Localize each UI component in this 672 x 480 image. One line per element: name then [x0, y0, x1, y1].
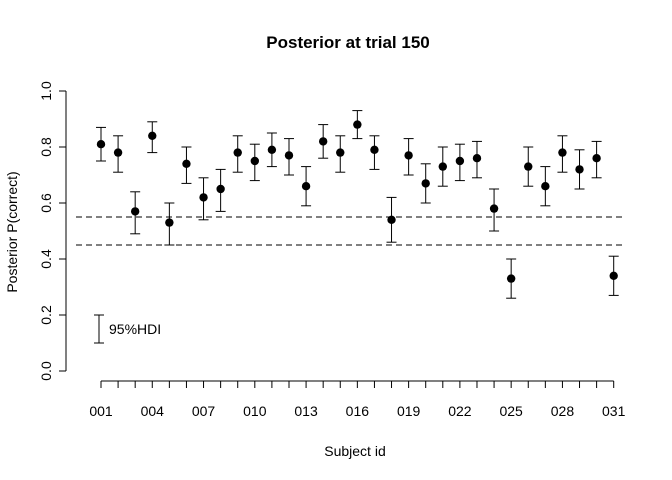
- data-point: [182, 159, 191, 168]
- y-tick-label: 0.6: [38, 193, 54, 213]
- chart-title: Posterior at trial 150: [266, 33, 429, 52]
- data-point: [318, 137, 328, 146]
- data-point: [216, 184, 225, 194]
- x-tick-label: 022: [448, 403, 472, 419]
- x-tick-label: 019: [397, 403, 421, 419]
- y-tick-label: 0.0: [38, 361, 54, 381]
- data-point: [301, 182, 311, 191]
- data-point: [575, 165, 584, 174]
- data-point: [250, 156, 260, 166]
- data-point: [233, 148, 242, 157]
- x-tick-label: 031: [602, 403, 626, 419]
- y-axis: 0.0 0.2 0.4 0.6 0.8 1.0: [38, 81, 67, 381]
- data-point: [421, 179, 430, 188]
- data-point: [472, 154, 482, 163]
- data-point: [336, 148, 345, 157]
- data-point: [592, 154, 601, 163]
- data-point: [370, 145, 379, 154]
- data-point: [489, 204, 499, 213]
- data-point: [165, 218, 174, 227]
- x-tick-label: 016: [346, 403, 370, 419]
- data-point: [558, 148, 567, 157]
- y-tick-label: 0.2: [38, 305, 54, 325]
- hdi-legend: 95%HDI: [94, 314, 161, 344]
- y-tick-label: 0.8: [38, 137, 54, 157]
- y-tick-label: 0.4: [38, 249, 54, 269]
- x-tick-label: 010: [243, 403, 267, 419]
- reference-lines: [76, 216, 626, 246]
- x-tick-label: 025: [499, 403, 523, 419]
- data-point: [387, 215, 396, 224]
- data-point: [506, 274, 516, 283]
- x-tick-label: 013: [294, 403, 318, 419]
- data-point: [130, 207, 140, 216]
- x-tick-label: 004: [141, 403, 165, 419]
- x-tick-label: 028: [551, 403, 575, 419]
- data-point: [455, 156, 465, 166]
- x-axis-label: Subject id: [324, 443, 385, 459]
- y-tick-label: 1.0: [38, 81, 54, 101]
- data-point: [353, 120, 362, 129]
- y-axis-label: Posterior P(correct): [4, 171, 20, 292]
- data-point: [541, 182, 550, 191]
- data-point: [284, 151, 294, 160]
- data-point: [609, 271, 618, 280]
- data-point: [148, 131, 157, 140]
- data-point: [267, 145, 277, 154]
- data-point: [404, 151, 413, 160]
- hdi-legend-label: 95%HDI: [109, 321, 161, 337]
- data-series: [96, 110, 619, 299]
- data-point: [113, 148, 123, 157]
- data-point: [96, 140, 106, 149]
- data-point: [199, 193, 208, 202]
- data-point: [438, 162, 447, 171]
- data-point: [524, 162, 533, 171]
- x-tick-label: 001: [89, 403, 113, 419]
- x-tick-label: 007: [192, 403, 216, 419]
- x-axis: 001 004 007 010 013 016 019 022 025 028 031: [89, 380, 626, 419]
